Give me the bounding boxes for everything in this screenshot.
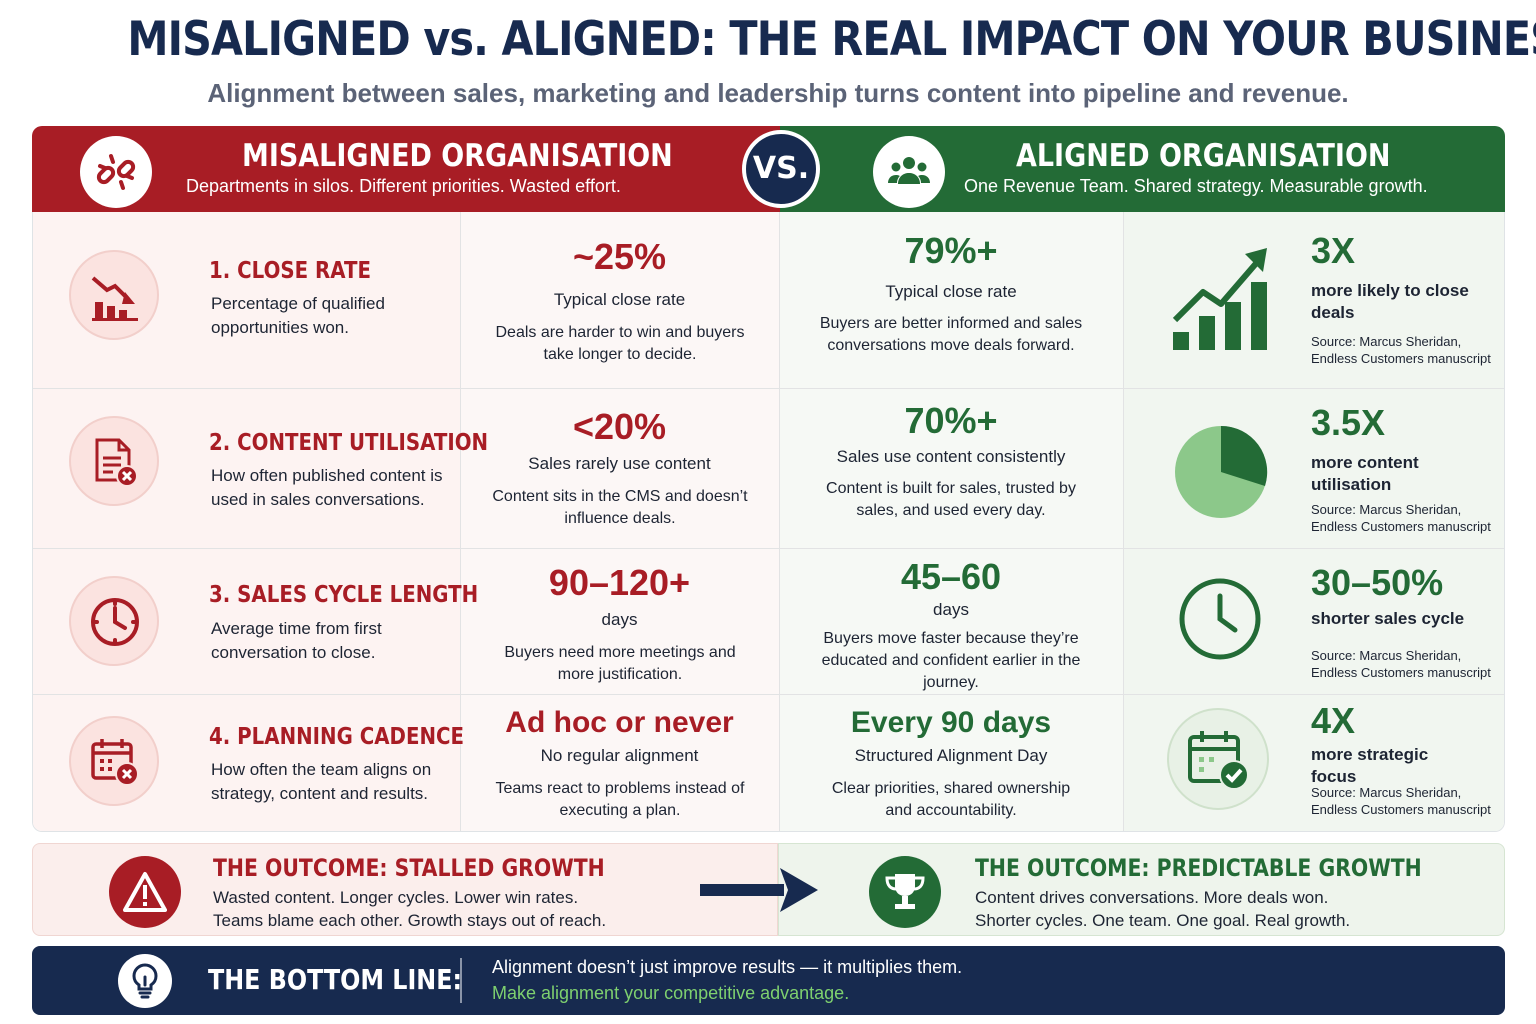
metric-row-sales-cycle: 3. SALES CYCLE LENGTH Average time from … [33,548,1504,694]
misaligned-caption: No regular alignment [540,746,699,765]
pie-chart-icon [1175,425,1268,518]
impact-source: Source: Marcus Sheridan, Endless Custome… [1311,334,1491,366]
aligned-value: 45–60 [900,556,1002,597]
misaligned-title: MISALIGNED ORGANISATION [242,138,673,174]
lightbulb-icon [118,954,172,1008]
comparison-table: 1. CLOSE RATE Percentage of qualified op… [32,212,1505,832]
right-arrow-icon [700,868,818,912]
document-x-icon [69,416,159,506]
misaligned-value: ~25% [572,236,667,277]
impact-source: Source: Marcus Sheridan, Endless Custome… [1311,502,1491,534]
misaligned-text: Deals are harder to win and buyers take … [495,324,745,363]
aligned-banner: ALIGNED ORGANISATION One Revenue Team. S… [780,126,1505,212]
outcome-text: Content drives conversations. More deals… [975,886,1350,932]
aligned-value: 79%+ [904,230,998,271]
aligned-caption: days [933,600,969,619]
metric-label: 4. PLANNING CADENCE [209,724,465,750]
impact-label: more likely to close deals [1311,281,1469,322]
outcome-title: THE OUTCOME: PREDICTABLE GROWTH [975,854,1422,882]
clock-icon [1179,578,1261,660]
aligned-value: Every 90 days [850,706,1052,739]
divider [460,958,462,1003]
warning-icon [109,856,181,928]
vs-badge: VS. [742,130,820,208]
metric-description: Average time from first conversation to … [211,619,382,662]
metric-row-close-rate: 1. CLOSE RATE Percentage of qualified op… [33,212,1504,388]
aligned-text: Content is built for sales, trusted by s… [826,480,1076,519]
outcome-stalled: THE OUTCOME: STALLED GROWTH Wasted conte… [32,843,778,936]
metric-row-planning-cadence: 4. PLANNING CADENCE How often the team a… [33,694,1504,831]
outcome-text: Wasted content. Longer cycles. Lower win… [213,886,606,932]
aligned-text: Clear priorities, shared ownership and a… [831,780,1071,819]
calendar-check-icon [1167,708,1269,810]
impact-label: more content utilisation [1311,453,1419,494]
impact-source: Source: Marcus Sheridan, Endless Custome… [1311,785,1491,817]
page-subtitle: Alignment between sales, marketing and l… [207,78,1349,108]
aligned-text: Buyers move faster because they’re educa… [821,630,1081,691]
misaligned-value: <20% [572,406,667,447]
misaligned-text: Content sits in the CMS and doesn’t infl… [492,488,748,527]
metric-row-content-utilisation: 2. CONTENT UTILISATION How often publish… [33,388,1504,548]
impact-value: 3.5X [1311,402,1386,443]
impact-value: 4X [1311,700,1356,741]
misaligned-caption: days [601,610,638,629]
misaligned-value: 90–120+ [548,562,691,603]
aligned-subtitle: One Revenue Team. Shared strategy. Measu… [964,176,1428,196]
calendar-x-icon [69,716,159,806]
team-icon [873,136,945,208]
aligned-caption: Typical close rate [885,282,1017,301]
bottom-line-text: Alignment doesn’t just improve results —… [492,957,963,977]
metric-description: Percentage of qualified opportunities wo… [211,294,385,337]
metric-label: 1. CLOSE RATE [209,258,372,284]
trophy-icon [869,856,941,928]
aligned-text: Buyers are better informed and sales con… [819,315,1083,354]
bottom-line-highlight: Make alignment your competitive advantag… [492,983,850,1003]
impact-label: shorter sales cycle [1311,609,1465,628]
outcome-line: Teams blame each other. Growth stays out… [213,911,607,930]
impact-value: 3X [1311,230,1356,271]
outcome-line: Wasted content. Longer cycles. Lower win… [213,888,579,907]
declining-chart-icon [69,250,159,340]
clock-icon [69,576,159,666]
outcome-line: Shorter cycles. One team. One goal. Real… [975,911,1351,930]
misaligned-caption: Typical close rate [553,290,686,309]
metric-description: How often published content is used in s… [211,466,443,509]
aligned-caption: Structured Alignment Day [854,746,1048,765]
impact-label: more strategic focus [1311,745,1429,786]
misaligned-value: Ad hoc or never [505,706,734,739]
misaligned-subtitle: Departments in silos. Different prioriti… [186,176,621,196]
bottom-line-label: THE BOTTOM LINE: [208,963,463,996]
misaligned-caption: Sales rarely use content [528,454,711,473]
outcome-line: Content drives conversations. More deals… [975,888,1329,907]
misaligned-banner: MISALIGNED ORGANISATION Departments in s… [32,126,782,212]
bottom-line-bar: THE BOTTOM LINE: Alignment doesn’t just … [32,946,1505,1015]
aligned-caption: Sales use content consistently [836,447,1066,466]
aligned-value: 70%+ [904,400,998,441]
metric-label: 3. SALES CYCLE LENGTH [209,582,479,608]
rising-chart-icon [1172,248,1267,350]
page-title: MISALIGNED vs. ALIGNED: THE REAL IMPACT … [127,12,1536,67]
misaligned-text: Buyers need more meetings and more justi… [504,644,736,683]
outcome-title: THE OUTCOME: STALLED GROWTH [213,854,605,882]
broken-link-icon [80,136,152,208]
outcome-predictable: THE OUTCOME: PREDICTABLE GROWTH Content … [778,843,1505,936]
impact-value: 30–50% [1311,562,1444,603]
aligned-title: ALIGNED ORGANISATION [1016,138,1391,174]
misaligned-text: Teams react to problems instead of execu… [495,780,745,819]
impact-source: Source: Marcus Sheridan, Endless Custome… [1311,648,1491,680]
metric-label: 2. CONTENT UTILISATION [209,430,489,456]
metric-description: How often the team aligns on strategy, c… [211,760,432,803]
